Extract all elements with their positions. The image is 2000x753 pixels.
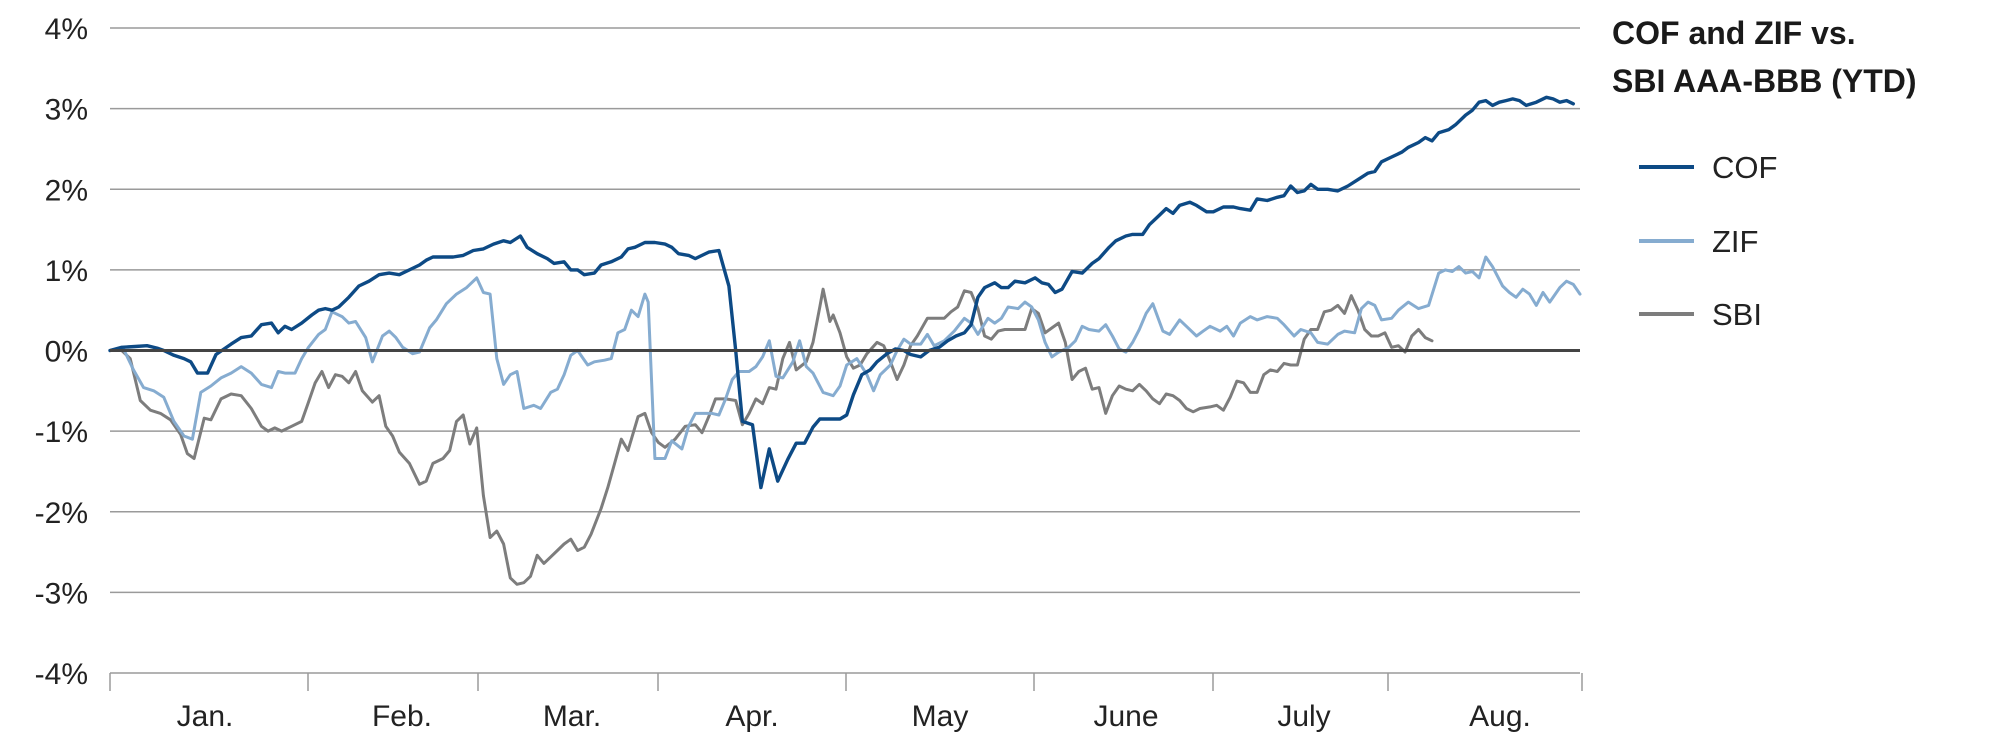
x-axis: Jan. Feb. Mar. Apr. May June July Aug. (109, 672, 1583, 733)
chart-title-line-2: SBI AAA-BBB (YTD) (1612, 63, 1917, 99)
x-tick-label: Jan. (177, 700, 234, 733)
chart-title: COF and ZIF vs. SBI AAA-BBB (YTD) (1612, 15, 1917, 99)
y-tick-label: 4% (45, 13, 88, 46)
y-tick-label: -2% (35, 497, 88, 530)
x-tick-label: Aug. (1469, 700, 1531, 733)
x-tick-label: Feb. (372, 700, 432, 733)
series-line-sbi (108, 287, 1434, 586)
y-tick-label: 0% (45, 336, 88, 369)
y-tick-label: 1% (45, 255, 88, 288)
y-tick-label: -1% (35, 416, 88, 449)
y-tick-label: 3% (45, 94, 88, 127)
gridlines (110, 27, 1580, 594)
x-tick-label: Apr. (725, 700, 778, 733)
legend-label-cof: COF (1712, 150, 1777, 185)
legend: COF ZIF SBI (1639, 150, 1777, 332)
y-axis: 4% 3% 2% 1% 0% -1% -2% -3% -4% (35, 13, 88, 691)
legend-label-sbi: SBI (1712, 297, 1762, 332)
series-lines (108, 95, 1582, 586)
series-line-cof (108, 95, 1575, 490)
y-tick-label: -4% (35, 658, 88, 691)
y-tick-label: -3% (35, 577, 88, 610)
series-line-zif (108, 255, 1582, 460)
x-tick-label: June (1093, 700, 1158, 733)
x-tick-label: Mar. (543, 700, 601, 733)
x-tick-label: May (912, 700, 969, 733)
chart-title-line-1: COF and ZIF vs. (1612, 15, 1856, 51)
x-tick-label: July (1277, 700, 1330, 733)
legend-label-zif: ZIF (1712, 224, 1759, 259)
y-tick-label: 2% (45, 174, 88, 207)
